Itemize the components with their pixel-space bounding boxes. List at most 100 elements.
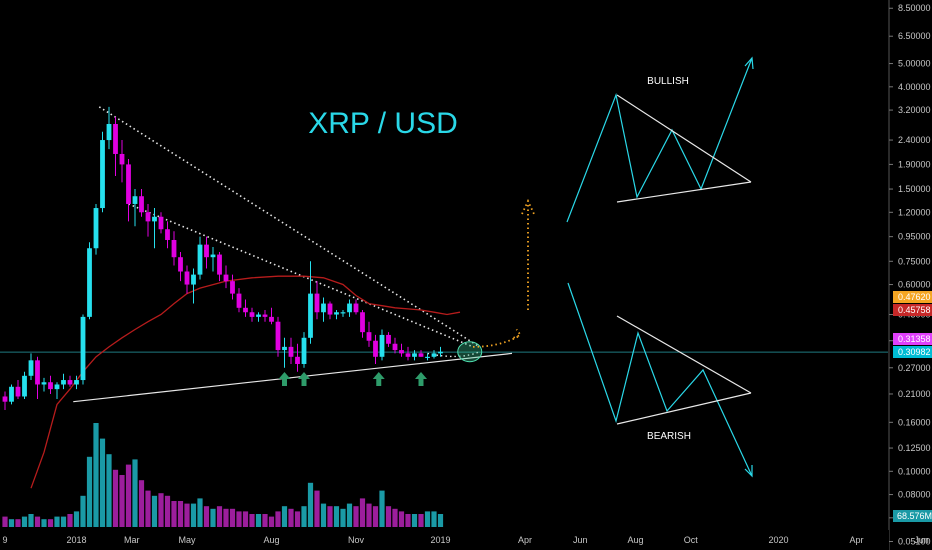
volume-bar xyxy=(262,514,268,527)
candle-body xyxy=(405,353,411,357)
candle-body xyxy=(288,346,294,357)
volume-bar xyxy=(255,514,262,527)
candle-body xyxy=(61,380,66,385)
volume-bar xyxy=(158,493,164,527)
bullish-upper-line xyxy=(616,94,752,183)
candle-body xyxy=(366,332,372,341)
volume-bar xyxy=(372,506,379,527)
price-tick-label: 0.05100 xyxy=(898,536,931,546)
volume-bar xyxy=(333,506,340,527)
candle-body xyxy=(100,140,105,209)
candle-body xyxy=(9,386,14,402)
volume-bar xyxy=(47,519,54,527)
volume-bar xyxy=(242,511,249,527)
volume-bar xyxy=(366,503,372,527)
candle-body xyxy=(308,293,313,338)
volume-bars xyxy=(2,423,444,527)
date-tick-label: Oct xyxy=(684,535,699,545)
candle-body xyxy=(106,123,112,141)
candle-body xyxy=(262,314,268,317)
price-tick-label: 0.27000 xyxy=(898,363,931,373)
candle-body xyxy=(431,353,437,357)
candle-body xyxy=(230,281,235,294)
candle-body xyxy=(54,384,60,390)
candle-body xyxy=(327,303,333,315)
volume-bar xyxy=(411,514,418,527)
candle-body xyxy=(282,346,287,351)
volume-bar xyxy=(28,514,34,527)
volume-bar xyxy=(15,519,21,527)
volume-bar xyxy=(431,511,437,527)
volume-bar xyxy=(418,514,424,527)
candlesticks xyxy=(2,106,443,411)
candle-body xyxy=(113,123,118,154)
volume-bar xyxy=(67,514,73,527)
breakout-highlight xyxy=(457,341,483,363)
volume-bar xyxy=(236,511,242,527)
time-axis-background xyxy=(0,530,889,550)
volume-bar xyxy=(301,506,307,527)
volume-bar xyxy=(203,506,210,527)
volume-bar xyxy=(151,495,158,527)
volume-bar xyxy=(99,438,106,527)
candle-body xyxy=(256,314,261,317)
candle-body xyxy=(425,356,430,358)
bullish-zigzag xyxy=(566,57,753,223)
volume-bar xyxy=(2,516,8,527)
bearish-zigzag xyxy=(567,282,753,477)
candle-body xyxy=(210,254,216,258)
bearish-arrowhead-icon xyxy=(744,465,753,478)
volume-bar xyxy=(405,514,411,527)
candle-body xyxy=(126,164,131,204)
volume-bar xyxy=(184,503,190,527)
volume-bar xyxy=(112,469,119,527)
chart-title: XRP / USD xyxy=(308,107,458,140)
price-axis: 8.50000 6.50000 5.00000 4.00000 3.20000 2.400… xyxy=(888,0,932,550)
price-tick-label: 0.12500 xyxy=(898,443,931,453)
volume-bar xyxy=(398,511,405,527)
volume-bar xyxy=(392,508,398,527)
candle-body xyxy=(392,343,398,351)
candle-body xyxy=(373,340,378,357)
candle-body xyxy=(184,271,190,285)
volume-bar xyxy=(190,503,197,527)
price-tick-label: 1.50000 xyxy=(898,184,931,194)
volume-bar xyxy=(21,516,28,527)
candle-body xyxy=(275,321,281,351)
volume-tag-label: 68.576M xyxy=(897,511,932,521)
volume-bar xyxy=(249,514,255,527)
date-tick-label: Aug xyxy=(263,535,279,545)
green-up-arrow-icon xyxy=(372,372,385,386)
volume-bar xyxy=(210,508,216,527)
candle-body xyxy=(301,337,307,364)
candle-body xyxy=(295,356,300,364)
volume-bar xyxy=(86,456,93,527)
candle-body xyxy=(191,274,196,285)
candle-body xyxy=(386,334,391,344)
candle-body xyxy=(314,293,320,313)
candle-body xyxy=(2,396,8,402)
candle-body xyxy=(158,216,164,230)
candle-body xyxy=(80,316,86,381)
volume-bar xyxy=(41,519,47,527)
price-tag-box xyxy=(893,291,932,303)
candle-body xyxy=(334,312,339,315)
volume-bar xyxy=(145,490,151,527)
candle-body xyxy=(321,303,326,313)
date-tick-label: 9 xyxy=(2,535,7,545)
date-tick-label: Apr xyxy=(849,535,863,545)
candle-body xyxy=(119,153,125,165)
candle-body xyxy=(152,216,157,222)
price-tick-label: 1.90000 xyxy=(898,159,931,169)
candle-body xyxy=(41,382,47,385)
volume-bar xyxy=(216,506,223,527)
candle-body xyxy=(171,239,177,258)
green-up-arrow-icon xyxy=(415,372,427,386)
candle-body xyxy=(249,312,255,317)
candle-body xyxy=(48,382,53,390)
volume-bar xyxy=(275,511,281,527)
volume-bar xyxy=(281,506,288,527)
candle-body xyxy=(418,353,424,357)
candle-body xyxy=(217,254,222,275)
